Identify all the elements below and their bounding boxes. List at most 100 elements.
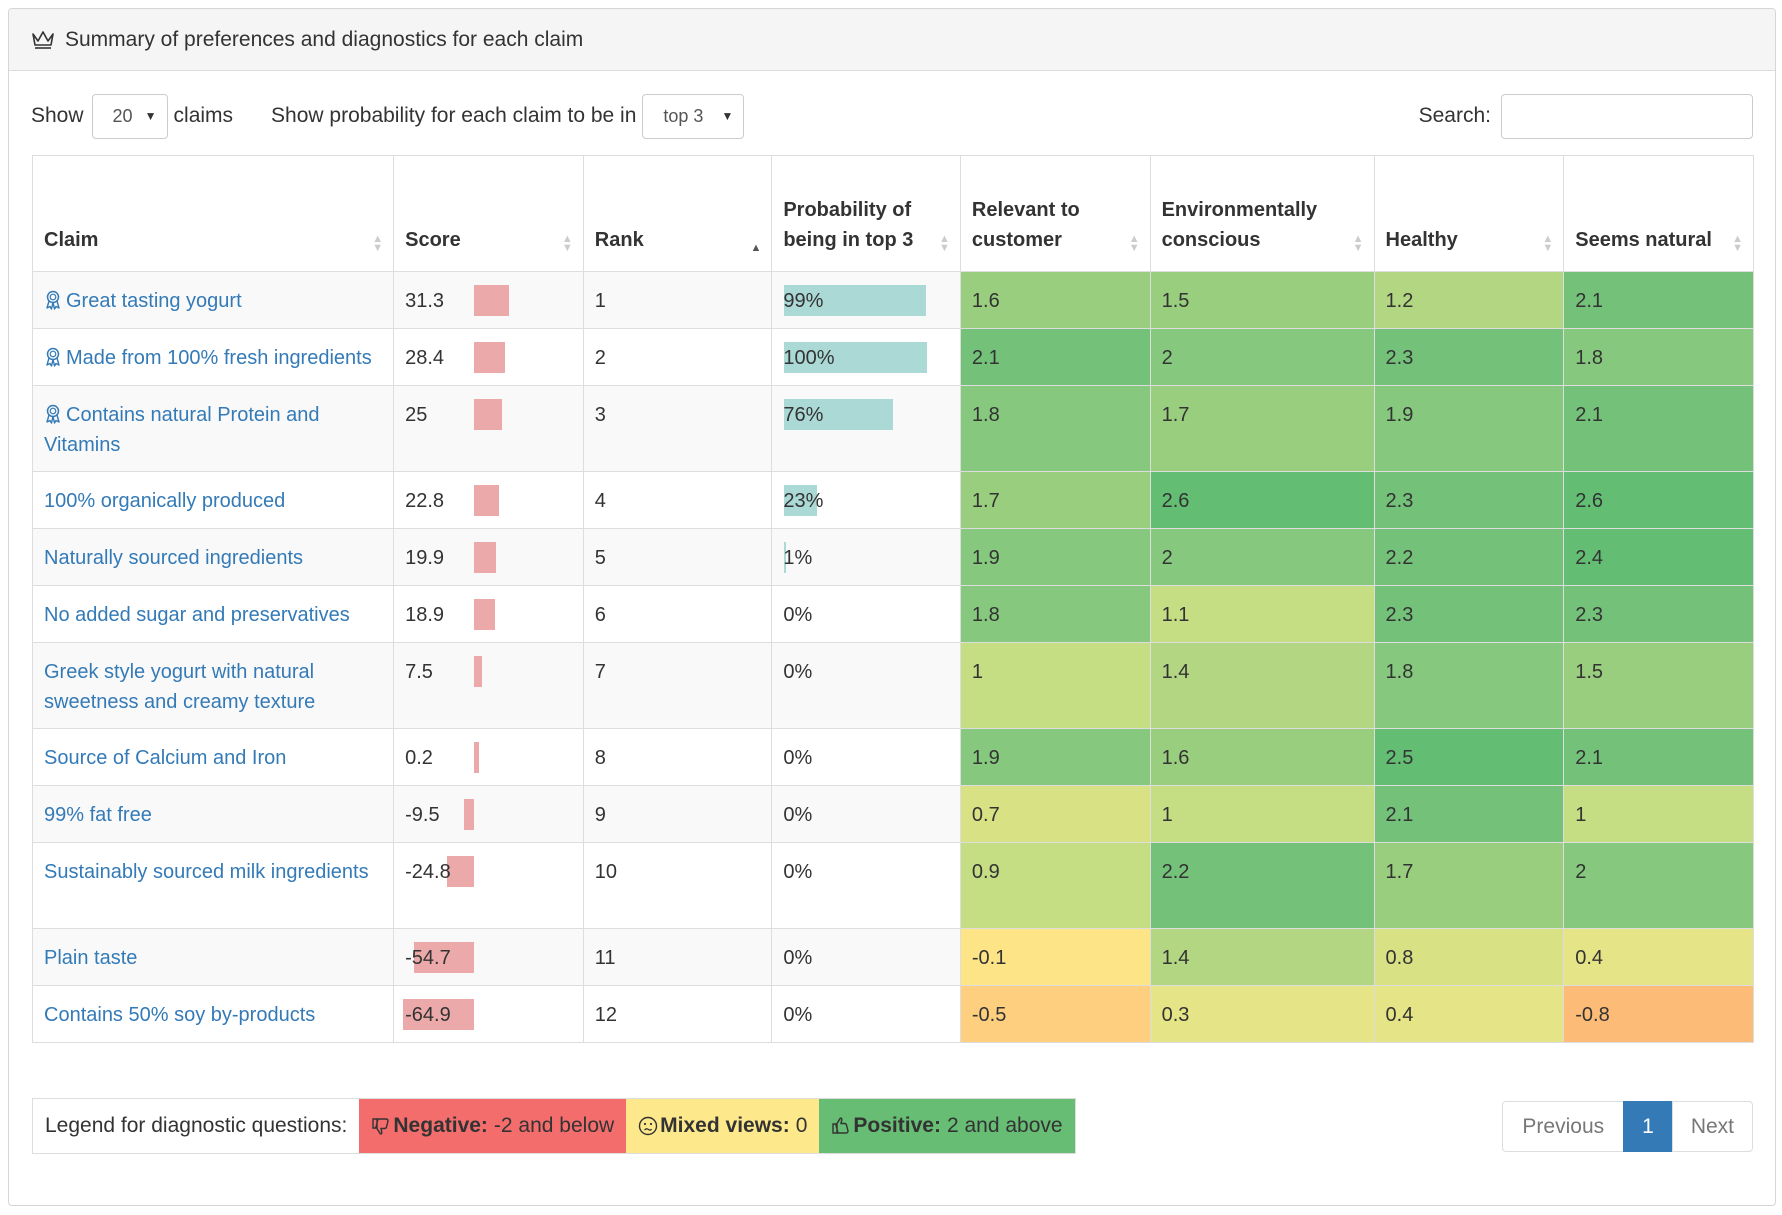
relevant-cell: 1.6 <box>959 271 1151 329</box>
probability-value: 0% <box>783 804 813 826</box>
claim-text: Naturally sourced ingredients <box>44 547 304 569</box>
relevant-cell: 1.8 <box>959 385 1151 472</box>
claim-cell: Contains 50% soy by-products <box>31 985 395 1043</box>
claim-text: Greek style yogurt with natural sweetnes… <box>44 661 316 713</box>
col-probability-header[interactable]: Probability of being in top 3 ▲ ▼ <box>771 155 961 272</box>
claim-link[interactable]: Made from 100% fresh ingredients <box>44 347 372 369</box>
header-label: Relevant to customer <box>971 199 1080 251</box>
previous-page-button[interactable]: Previous <box>1502 1101 1625 1152</box>
probability-bar <box>784 285 926 316</box>
claim-link[interactable]: Naturally sourced ingredients <box>44 547 303 569</box>
table-row: Naturally sourced ingredients 19.9 5 1% 1.9 2… <box>31 528 1754 586</box>
score-bar <box>474 342 506 373</box>
table-row: 99% fat free -9.5 9 0% 0.7 1 2.1 1 <box>31 785 1754 843</box>
claims-table: Claim ▲ ▼ Score ▲ ▼ Rank ▲ Probability of being … <box>31 155 1754 1043</box>
sort-icon[interactable]: ▲ ▼ <box>1732 233 1743 254</box>
table-row: Contains natural Protein and Vitamins 25 3… <box>31 385 1754 472</box>
probability-cell: 76% <box>771 385 961 472</box>
sort-icon[interactable]: ▲ ▼ <box>372 233 384 254</box>
healthy-cell: 0.4 <box>1373 985 1565 1043</box>
score-value: -64.9 <box>405 1004 451 1026</box>
probability-cell: 0% <box>771 585 961 643</box>
score-bar <box>474 656 483 687</box>
col-score-header[interactable]: Score ▲ ▼ <box>393 155 584 272</box>
probability-value: 0% <box>783 1004 813 1026</box>
environment-cell: 1.4 <box>1149 642 1375 729</box>
col-rank-header[interactable]: Rank ▲ <box>582 155 773 272</box>
score-value: -9.5 <box>405 804 440 826</box>
claim-text: Plain taste <box>44 947 138 969</box>
probability-cell: 0% <box>771 985 961 1043</box>
col-environment-header[interactable]: Environmentally conscious ▲ ▼ <box>1149 155 1375 272</box>
next-page-button[interactable]: Next <box>1671 1101 1753 1152</box>
table-row: Greek style yogurt with natural sweetnes… <box>31 642 1754 729</box>
rank-cell: 6 <box>582 585 773 643</box>
probability-value: 99% <box>783 290 824 312</box>
rank-cell: 7 <box>582 642 773 729</box>
natural-cell: 2.1 <box>1563 728 1754 786</box>
chevron-down-icon: ▼ <box>144 109 157 123</box>
claim-text: Source of Calcium and Iron <box>44 747 287 769</box>
award-icon <box>46 347 60 367</box>
claim-link[interactable]: 100% organically produced <box>44 490 285 512</box>
healthy-cell: 1.8 <box>1373 642 1565 729</box>
sort-icon[interactable]: ▲ ▼ <box>561 233 573 254</box>
col-healthy-header[interactable]: Healthy ▲ ▼ <box>1373 155 1565 272</box>
legend-mixed-text: 0 <box>795 1114 808 1137</box>
search-input[interactable] <box>1501 93 1753 139</box>
score-value: -24.8 <box>405 861 451 883</box>
page-length-select[interactable]: 20 ▼ <box>91 93 168 139</box>
pagination: Previous 1 Next <box>1502 1101 1753 1152</box>
environment-cell: 1.7 <box>1149 385 1375 472</box>
page-1-button[interactable]: 1 <box>1623 1101 1673 1152</box>
table-row: No added sugar and preservatives 18.9 6 0% 1… <box>31 585 1754 643</box>
rank-cell: 4 <box>582 471 773 529</box>
legend-positive: Positive: 2 and above <box>819 1099 1075 1153</box>
col-claim-header[interactable]: Claim ▲ ▼ <box>31 155 395 272</box>
environment-cell: 2 <box>1149 528 1375 586</box>
rank-cell: 2 <box>582 328 773 386</box>
natural-cell: 2.1 <box>1563 385 1754 472</box>
header-label: Rank <box>594 229 644 251</box>
score-cell: 18.9 <box>393 585 584 643</box>
col-natural-header[interactable]: Seems natural ▲ ▼ <box>1563 155 1754 272</box>
claim-text: Contains natural Protein and Vitamins <box>44 404 320 456</box>
col-relevant-header[interactable]: Relevant to customer ▲ ▼ <box>959 155 1151 272</box>
sort-icon[interactable]: ▲ ▼ <box>939 233 950 254</box>
diagnostic-legend: Legend for diagnostic questions: Negativ… <box>32 1098 1076 1154</box>
award-icon <box>46 404 60 424</box>
top-n-select[interactable]: top 3 ▼ <box>642 93 745 139</box>
environment-cell: 2.6 <box>1149 471 1375 529</box>
claim-link[interactable]: Greek style yogurt with natural sweetnes… <box>44 661 315 713</box>
sort-icon[interactable]: ▲ ▼ <box>1352 233 1364 254</box>
claim-link[interactable]: Sustainably sourced milk ingredients <box>44 861 369 883</box>
probability-cell: 99% <box>771 271 961 329</box>
header-label: Probability of being in top 3 <box>783 199 914 251</box>
table-row: Plain taste -54.7 11 0% -0.1 1.4 0.8 0.4 <box>31 928 1754 986</box>
healthy-cell: 2.2 <box>1373 528 1565 586</box>
claim-link[interactable]: Contains natural Protein and Vitamins <box>44 404 320 456</box>
claim-link[interactable]: Source of Calcium and Iron <box>44 747 286 769</box>
claim-link[interactable]: Great tasting yogurt <box>44 290 242 312</box>
table-row: Contains 50% soy by-products -64.9 12 0% -0.… <box>31 985 1754 1043</box>
sort-icon[interactable]: ▲ ▼ <box>1542 233 1554 254</box>
sort-icon[interactable]: ▲ ▼ <box>1128 233 1140 254</box>
confused-face-icon <box>638 1116 658 1136</box>
legend-positive-title: Positive: <box>853 1114 941 1137</box>
score-cell: 25 <box>393 385 584 472</box>
score-bar <box>413 942 475 973</box>
claim-cell: Greek style yogurt with natural sweetnes… <box>31 642 395 729</box>
claim-link[interactable]: Plain taste <box>44 947 137 969</box>
claim-link[interactable]: No added sugar and preservatives <box>44 604 350 626</box>
sort-icon[interactable]: ▲ <box>750 242 762 254</box>
claim-text: Made from 100% fresh ingredients <box>66 347 372 369</box>
score-cell: 28.4 <box>393 328 584 386</box>
table-controls: Show 20 ▼ claims Show probability for ea… <box>31 93 1753 139</box>
claim-text: 99% fat free <box>44 804 152 826</box>
rank-cell: 8 <box>582 728 773 786</box>
legend-positive-text: 2 and above <box>946 1114 1063 1137</box>
score-bar <box>474 485 500 516</box>
claim-link[interactable]: Contains 50% soy by-products <box>44 1004 315 1026</box>
score-value: 31.3 <box>405 290 445 312</box>
claim-link[interactable]: 99% fat free <box>44 804 152 826</box>
